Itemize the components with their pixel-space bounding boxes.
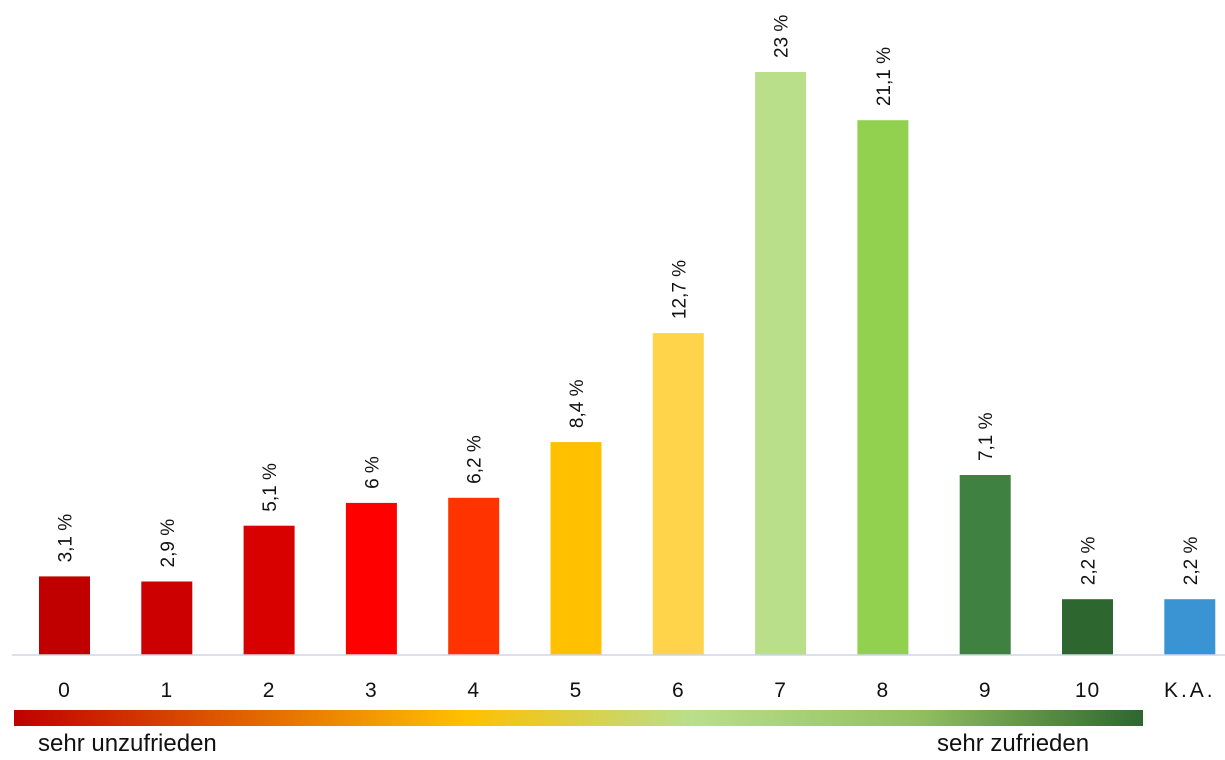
value-label-9: 7,1 % [976,412,997,461]
value-label-6: 12,7 % [669,260,690,319]
bars-group [39,72,1216,655]
category-label-10: 10 [1075,679,1100,700]
value-label-2: 5,1 % [260,463,281,512]
value-label-1: 2,9 % [158,519,179,568]
value-labels-group: 3,1 % 2,9 % 5,1 % 6 % 6,2 % 8,4 % 12,7 % 23 % 21… [56,15,1202,586]
category-label-0: 0 [58,679,71,700]
value-label-5: 8,4 % [567,379,588,428]
category-label-3: 3 [365,679,378,700]
value-label-K.A.: 2,2 % [1181,537,1202,586]
bar-K.A. [1164,599,1216,655]
bar-4 [448,497,500,655]
value-label-10: 2,2 % [1079,537,1100,586]
bar-0 [39,576,90,655]
value-label-4: 6,2 % [465,435,486,484]
bar-6 [652,333,704,655]
value-label-0: 3,1 % [56,514,77,563]
satisfaction-gradient-bar [14,710,1143,726]
scale-left-label: sehr unzufrieden [38,730,217,757]
bar-5 [550,442,602,655]
bar-8 [857,120,909,655]
category-label-6: 6 [672,679,685,700]
bar-1 [141,581,193,655]
category-labels-group: 0 1 2 3 4 5 6 7 8 9 10 K.A. [58,679,1216,700]
category-label-8: 8 [877,679,890,700]
value-label-8: 21,1 % [874,47,895,106]
category-label-K.A.: K.A. [1164,679,1216,700]
bar-9 [959,475,1011,655]
scale-right-label: sehr zufrieden [937,730,1090,757]
category-label-9: 9 [979,679,992,700]
bar-3 [345,502,397,655]
category-label-4: 4 [467,679,480,700]
bar-10 [1062,599,1113,655]
category-label-2: 2 [263,679,276,700]
category-label-5: 5 [570,679,583,700]
value-label-3: 6 % [362,456,383,489]
bar-2 [243,525,295,655]
value-label-7: 23 % [772,15,793,58]
category-label-1: 1 [160,679,173,700]
bar-chart: 3,1 % 2,9 %5,1 % 6 % 6,2 %8,4 %12,7 %23 %21… [12,15,1225,700]
bar-7 [755,72,807,655]
category-label-7: 7 [774,679,787,700]
